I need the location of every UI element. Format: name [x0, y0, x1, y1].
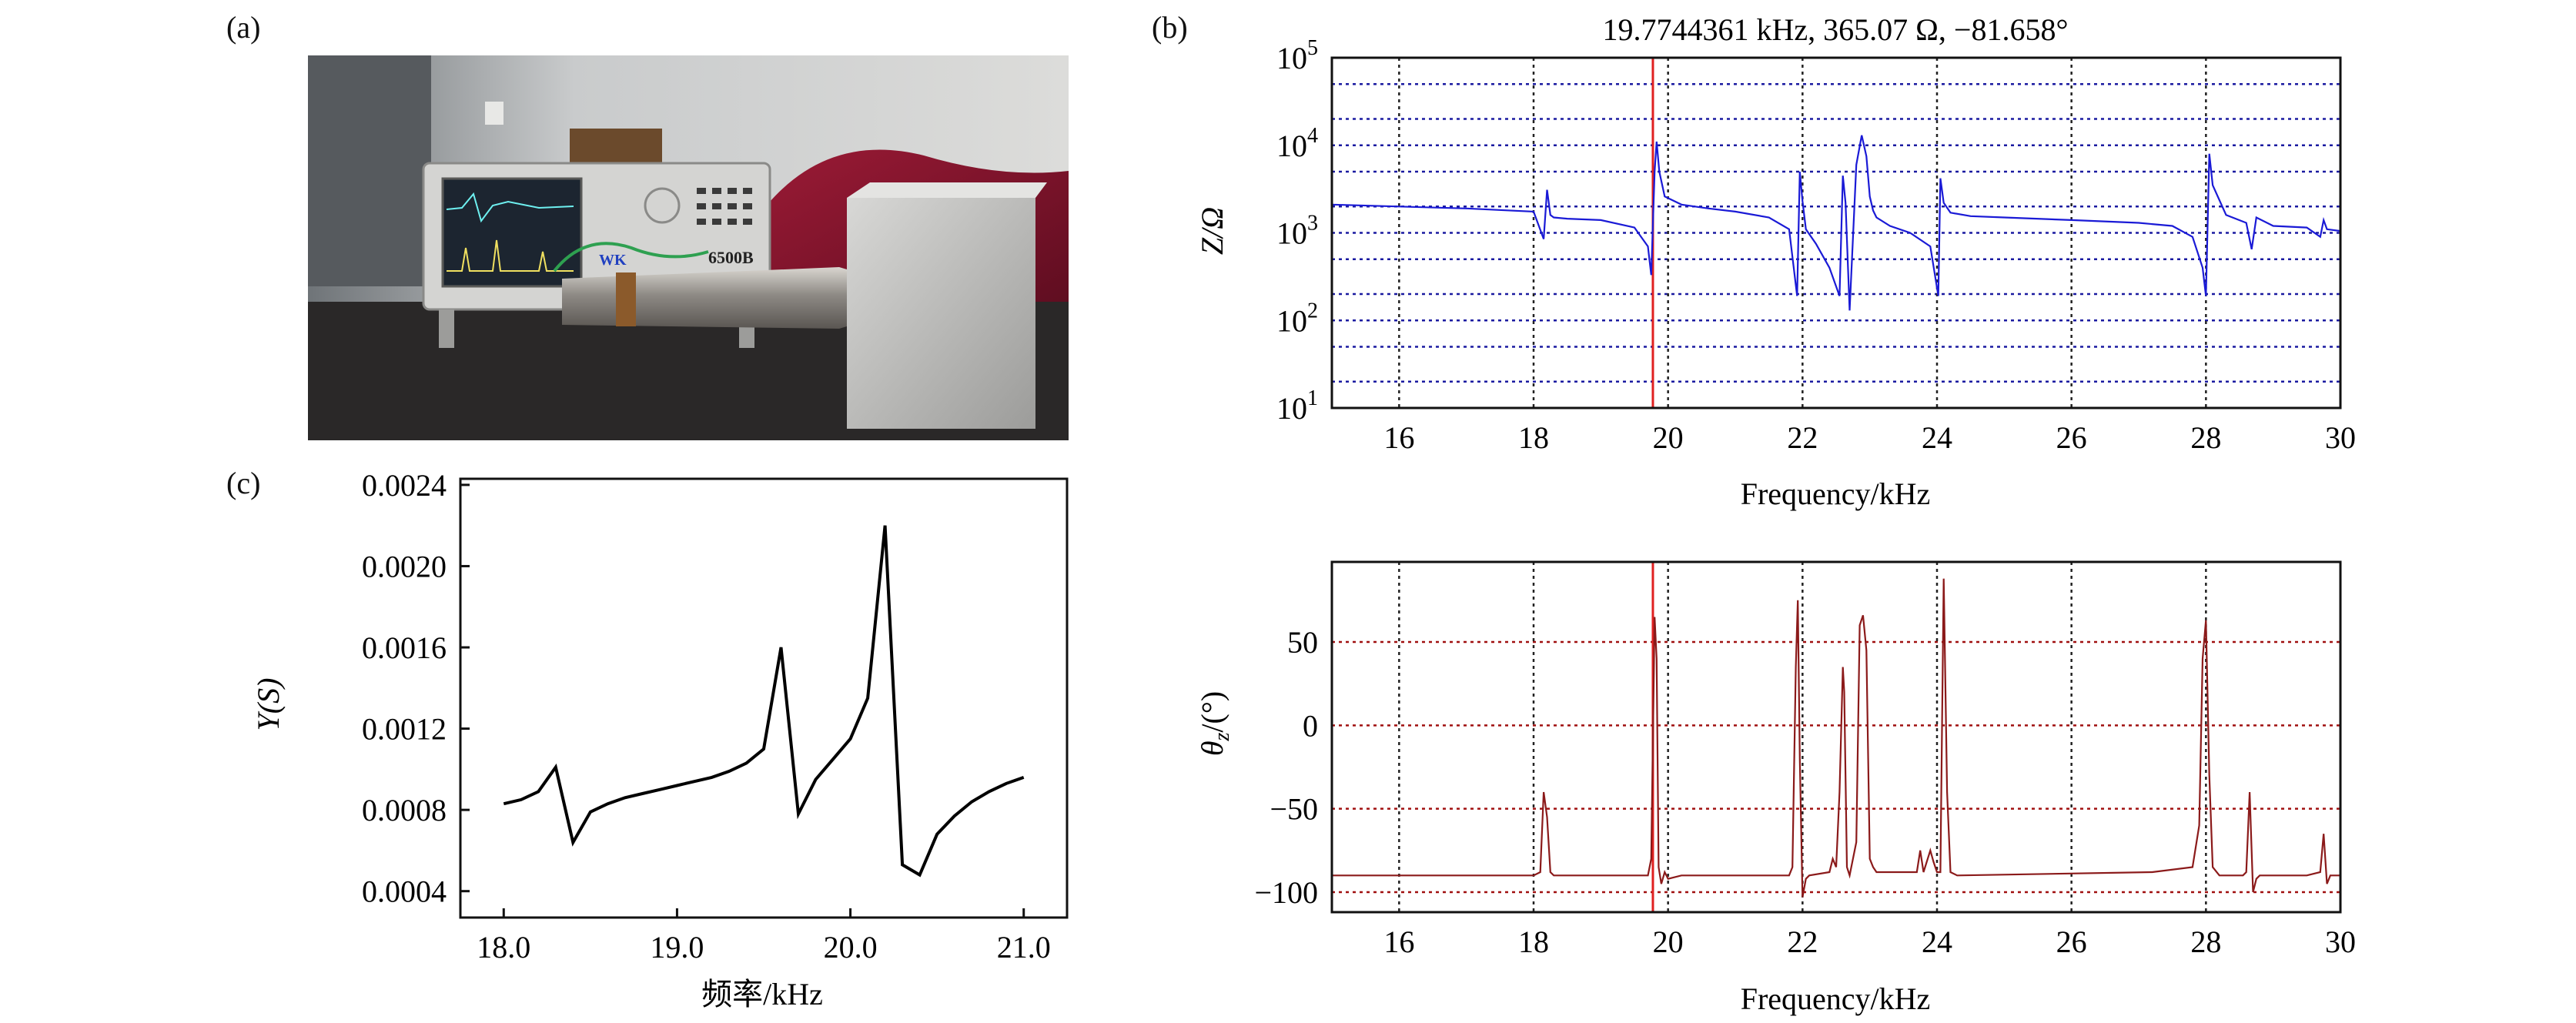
- analyzer-foot-left: [439, 309, 454, 348]
- phase-y-tick-label: −50: [1270, 792, 1318, 827]
- instrument-photo: WK 6500B: [308, 55, 1069, 440]
- impedance-x-tick-label: 18: [1518, 420, 1549, 455]
- analyzer-brand: WK: [599, 252, 627, 269]
- impedance-y-tick-base: 10: [1276, 41, 1307, 75]
- impedance-y-tick-label: 103: [1276, 212, 1318, 251]
- impedance-y-tick-exponent: 2: [1307, 299, 1318, 323]
- phase-x-tick-label: 20: [1653, 924, 1684, 959]
- phase-y-axis-label: θz/(°): [1195, 691, 1234, 756]
- phase-chart: 16 18 20 22 24 26 28 30 50 0 −50 −100 Frequency/kH…: [1195, 560, 2356, 1016]
- admittance-y-tick-label: 0.0024: [362, 468, 447, 503]
- impedance-y-tick-base: 10: [1276, 391, 1307, 426]
- transducer-body: [562, 267, 878, 329]
- panel-label-b: (b): [1152, 10, 1188, 45]
- impedance-x-tick-label: 20: [1653, 420, 1684, 455]
- admittance-y-tick-label: 0.0016: [362, 630, 447, 665]
- photo-illustration: WK 6500B: [308, 55, 1069, 440]
- impedance-y-tick-label: 101: [1276, 386, 1318, 426]
- panel-label-c: (c): [226, 466, 261, 500]
- phase-x-tick-label: 30: [2325, 924, 2356, 959]
- admittance-plot-frame: [459, 477, 1069, 919]
- phase-x-tick-label: 16: [1383, 924, 1414, 959]
- admittance-x-tick-label: 18.0: [477, 930, 530, 964]
- admittance-x-ticks: 18.0 19.0 20.0 21.0: [477, 908, 1051, 964]
- phase-y-tick-label: 50: [1287, 625, 1318, 660]
- impedance-x-tick-label: 30: [2325, 420, 2356, 455]
- aluminum-block: [847, 198, 1035, 429]
- screen-trace-bottom: [447, 239, 574, 272]
- cable: [553, 242, 709, 272]
- admittance-series-line: [503, 525, 1025, 878]
- phase-x-tick-label: 28: [2190, 924, 2221, 959]
- analyzer-model: 6500B: [708, 248, 754, 267]
- impedance-x-tick-label: 16: [1383, 420, 1414, 455]
- phase-y-axis-label-main: θ: [1195, 741, 1229, 757]
- impedance-chart-title: 19.7744361 kHz, 365.07 Ω, −81.658°: [1603, 12, 2069, 47]
- analyzer-keypad: [697, 188, 752, 225]
- admittance-x-axis-label: 频率/kHz: [701, 977, 823, 1011]
- aluminum-block-top: [847, 182, 1047, 198]
- impedance-y-tick-exponent: 3: [1307, 212, 1318, 236]
- impedance-y-tick-base: 10: [1276, 303, 1307, 338]
- admittance-y-tick-label: 0.0020: [362, 549, 447, 583]
- impedance-y-tick-base: 10: [1276, 129, 1307, 163]
- wall-outlet: [485, 102, 503, 125]
- phase-x-tick-label: 22: [1787, 924, 1818, 959]
- phase-y-axis-label-sub: z: [1210, 733, 1234, 742]
- impedance-y-tick-exponent: 5: [1307, 36, 1318, 60]
- phase-x-axis-label: Frequency/kHz: [1741, 981, 1931, 1016]
- analyzer-dial: [644, 187, 681, 224]
- impedance-x-tick-label: 22: [1787, 420, 1818, 455]
- impedance-x-tick-label: 24: [1922, 420, 1952, 455]
- admittance-x-tick-label: 19.0: [650, 930, 704, 964]
- phase-x-tick-label: 26: [2056, 924, 2087, 959]
- impedance-x-ticks: 16 18 20 22 24 26 28 30: [1383, 420, 2356, 455]
- phase-y-tick-label: 0: [1303, 708, 1318, 743]
- door-frame: [308, 55, 431, 286]
- impedance-y-tick-label: 105: [1276, 36, 1318, 75]
- impedance-x-axis-label: Frequency/kHz: [1741, 476, 1931, 511]
- impedance-y-tick-base: 10: [1276, 216, 1307, 251]
- impedance-y-tick-label: 102: [1276, 299, 1318, 338]
- impedance-y-axis-label: Z/Ω: [1195, 207, 1229, 255]
- screen-trace-top: [446, 192, 574, 223]
- phase-x-tick-label: 24: [1922, 924, 1952, 959]
- phase-series-line: [1332, 578, 2340, 898]
- admittance-y-axis-label: Y(S): [251, 678, 286, 731]
- impedance-series-line: [1331, 135, 2341, 311]
- admittance-y-tick-label: 0.0012: [362, 712, 447, 747]
- impedance-x-tick-label: 28: [2190, 420, 2221, 455]
- transducer-ring: [616, 272, 636, 326]
- phase-x-tick-label: 18: [1518, 924, 1549, 959]
- impedance-y-tick-exponent: 1: [1307, 386, 1318, 410]
- phase-x-ticks: 16 18 20 22 24 26 28 30: [1383, 924, 2356, 959]
- phase-plot-frame: [1330, 560, 2342, 914]
- impedance-y-tick-label: 104: [1276, 124, 1318, 163]
- phase-y-ticks: 50 0 −50 −100: [1254, 625, 1318, 910]
- impedance-chart: 19.7744361 kHz, 365.07 Ω, −81.658° 16 18 2…: [1195, 12, 2356, 511]
- admittance-y-tick-label: 0.0004: [362, 874, 447, 909]
- impedance-plot-frame: [1330, 56, 2342, 410]
- admittance-y-ticks: 0.0004 0.0008 0.0012 0.0016 0.0020 0.0024: [362, 468, 470, 909]
- panel-label-a: (a): [226, 10, 261, 45]
- admittance-x-tick-label: 21.0: [997, 930, 1051, 964]
- impedance-x-tick-label: 26: [2056, 420, 2087, 455]
- admittance-chart: 18.0 19.0 20.0 21.0 0.0004 0.0008 0.0012 0.001…: [251, 468, 1069, 1011]
- admittance-x-tick-label: 20.0: [824, 930, 878, 964]
- phase-y-tick-label: −100: [1254, 875, 1318, 910]
- phase-y-axis-label-rest: /(°): [1195, 691, 1229, 733]
- impedance-y-tick-exponent: 4: [1307, 124, 1318, 148]
- admittance-y-tick-label: 0.0008: [362, 793, 447, 827]
- impedance-grid: [1332, 58, 2342, 408]
